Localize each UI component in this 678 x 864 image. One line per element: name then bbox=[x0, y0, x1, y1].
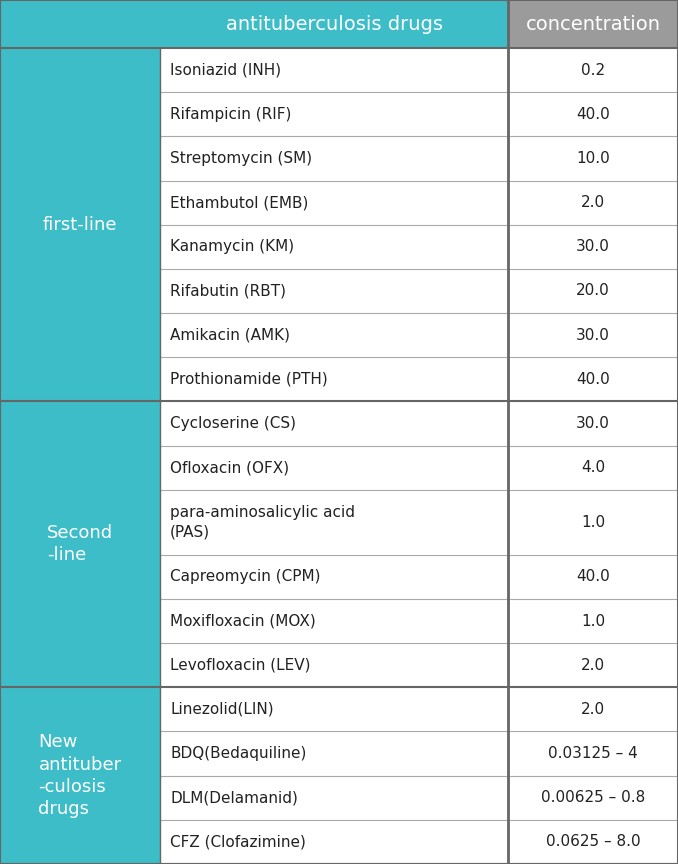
Text: Second
-line: Second -line bbox=[47, 524, 113, 564]
Bar bbox=[508, 402, 678, 446]
Text: concentration: concentration bbox=[525, 15, 660, 34]
Text: Cycloserine (CS): Cycloserine (CS) bbox=[170, 416, 296, 431]
Bar bbox=[160, 446, 508, 490]
Text: 40.0: 40.0 bbox=[576, 569, 610, 584]
Text: Moxifloxacin (MOX): Moxifloxacin (MOX) bbox=[170, 613, 316, 628]
Bar bbox=[160, 313, 508, 357]
Bar bbox=[508, 0, 678, 48]
Bar bbox=[160, 732, 508, 776]
Bar bbox=[160, 92, 508, 137]
Bar bbox=[160, 357, 508, 402]
Text: antituberculosis drugs: antituberculosis drugs bbox=[226, 15, 443, 34]
Bar bbox=[508, 820, 678, 864]
Bar bbox=[508, 776, 678, 820]
Bar bbox=[160, 269, 508, 313]
Bar bbox=[160, 402, 508, 446]
Text: 40.0: 40.0 bbox=[576, 107, 610, 122]
Text: BDQ(Bedaquiline): BDQ(Bedaquiline) bbox=[170, 746, 306, 761]
Bar bbox=[508, 48, 678, 92]
Text: Kanamycin (KM): Kanamycin (KM) bbox=[170, 239, 294, 254]
Text: DLM(Delamanid): DLM(Delamanid) bbox=[170, 791, 298, 805]
Text: Streptomycin (SM): Streptomycin (SM) bbox=[170, 151, 312, 166]
Bar bbox=[0, 402, 160, 688]
Text: Isoniazid (INH): Isoniazid (INH) bbox=[170, 62, 281, 78]
Text: 0.2: 0.2 bbox=[581, 62, 605, 78]
Text: 1.0: 1.0 bbox=[581, 613, 605, 628]
Text: 30.0: 30.0 bbox=[576, 239, 610, 254]
Text: 2.0: 2.0 bbox=[581, 658, 605, 673]
Text: Ofloxacin (OFX): Ofloxacin (OFX) bbox=[170, 461, 289, 475]
Bar bbox=[160, 555, 508, 599]
Text: Amikacin (AMK): Amikacin (AMK) bbox=[170, 327, 290, 343]
Text: 0.00625 – 0.8: 0.00625 – 0.8 bbox=[541, 791, 645, 805]
Bar bbox=[160, 48, 508, 92]
Bar bbox=[160, 643, 508, 688]
Bar bbox=[508, 269, 678, 313]
Bar bbox=[508, 92, 678, 137]
Bar bbox=[508, 555, 678, 599]
Bar bbox=[508, 137, 678, 181]
Text: New
antituber
-culosis
drugs: New antituber -culosis drugs bbox=[39, 734, 121, 818]
Bar bbox=[508, 313, 678, 357]
Text: Ethambutol (EMB): Ethambutol (EMB) bbox=[170, 195, 308, 210]
Text: 2.0: 2.0 bbox=[581, 702, 605, 717]
Bar bbox=[0, 48, 160, 402]
Text: 40.0: 40.0 bbox=[576, 372, 610, 387]
Bar bbox=[160, 776, 508, 820]
Text: 20.0: 20.0 bbox=[576, 283, 610, 298]
Text: Levofloxacin (LEV): Levofloxacin (LEV) bbox=[170, 658, 311, 673]
Bar bbox=[160, 820, 508, 864]
Text: CFZ (Clofazimine): CFZ (Clofazimine) bbox=[170, 835, 306, 849]
Text: para-aminosalicylic acid
(PAS): para-aminosalicylic acid (PAS) bbox=[170, 505, 355, 539]
Bar bbox=[0, 688, 160, 864]
Text: first-line: first-line bbox=[43, 216, 117, 233]
Bar bbox=[508, 599, 678, 643]
Bar bbox=[508, 643, 678, 688]
Bar bbox=[508, 181, 678, 225]
Text: 30.0: 30.0 bbox=[576, 416, 610, 431]
Text: Prothionamide (PTH): Prothionamide (PTH) bbox=[170, 372, 327, 387]
Text: 0.03125 – 4: 0.03125 – 4 bbox=[548, 746, 638, 761]
Bar bbox=[160, 688, 508, 732]
Bar bbox=[508, 688, 678, 732]
Bar bbox=[160, 181, 508, 225]
Bar bbox=[508, 225, 678, 269]
Bar bbox=[160, 137, 508, 181]
Text: 0.0625 – 8.0: 0.0625 – 8.0 bbox=[546, 835, 640, 849]
Text: 2.0: 2.0 bbox=[581, 195, 605, 210]
Text: 30.0: 30.0 bbox=[576, 327, 610, 343]
Text: Rifampicin (RIF): Rifampicin (RIF) bbox=[170, 107, 292, 122]
Text: Linezolid(LIN): Linezolid(LIN) bbox=[170, 702, 274, 717]
Bar bbox=[508, 446, 678, 490]
Text: 1.0: 1.0 bbox=[581, 515, 605, 530]
Bar bbox=[508, 357, 678, 402]
Bar bbox=[508, 732, 678, 776]
Bar bbox=[160, 599, 508, 643]
Text: 10.0: 10.0 bbox=[576, 151, 610, 166]
Bar bbox=[0, 0, 508, 48]
Text: Rifabutin (RBT): Rifabutin (RBT) bbox=[170, 283, 286, 298]
Bar bbox=[160, 225, 508, 269]
Bar bbox=[508, 490, 678, 555]
Bar bbox=[160, 490, 508, 555]
Text: 4.0: 4.0 bbox=[581, 461, 605, 475]
Text: Capreomycin (CPM): Capreomycin (CPM) bbox=[170, 569, 321, 584]
